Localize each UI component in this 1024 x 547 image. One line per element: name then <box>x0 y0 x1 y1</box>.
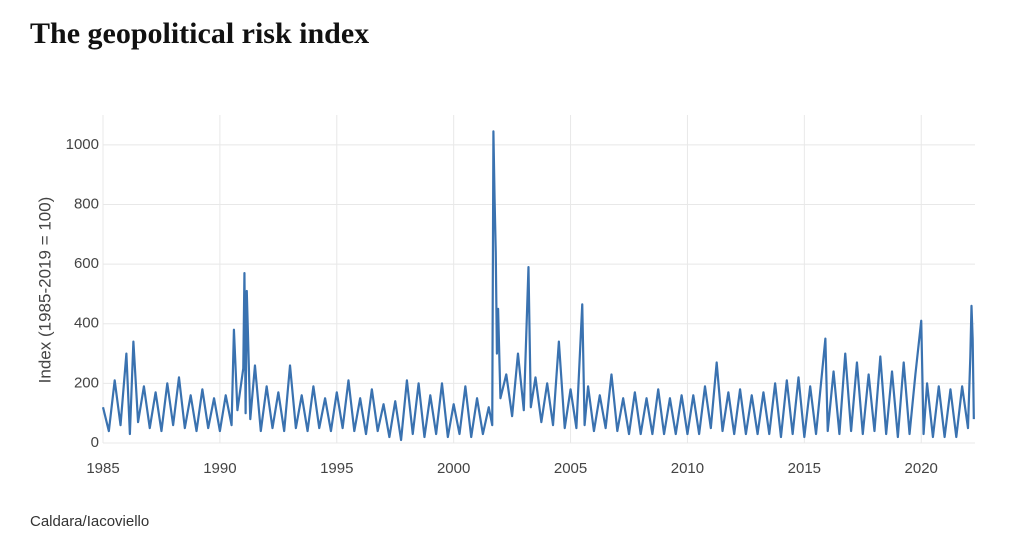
x-tick-label: 1985 <box>86 460 119 477</box>
y-tick-label: 600 <box>74 255 99 272</box>
y-tick-label: 800 <box>74 195 99 212</box>
y-axis-label: Index (1985-2019 = 100) <box>35 197 54 384</box>
x-tick-label: 1995 <box>320 460 353 477</box>
x-tick-label: 1990 <box>203 460 236 477</box>
chart-title: The geopolitical risk index <box>30 17 369 50</box>
y-tick-label: 0 <box>91 434 99 451</box>
source: Caldara/Iacoviello <box>30 513 149 530</box>
x-tick-label: 2015 <box>788 460 821 477</box>
y-tick-label: 400 <box>74 315 99 332</box>
x-tick-label: 2000 <box>437 460 470 477</box>
y-tick-label: 1000 <box>66 136 99 153</box>
x-tick-label: 2005 <box>554 460 587 477</box>
y-tick-label: 200 <box>74 374 99 391</box>
x-tick-label: 2020 <box>905 460 938 477</box>
x-tick-label: 2010 <box>671 460 704 477</box>
series-line <box>101 130 975 442</box>
